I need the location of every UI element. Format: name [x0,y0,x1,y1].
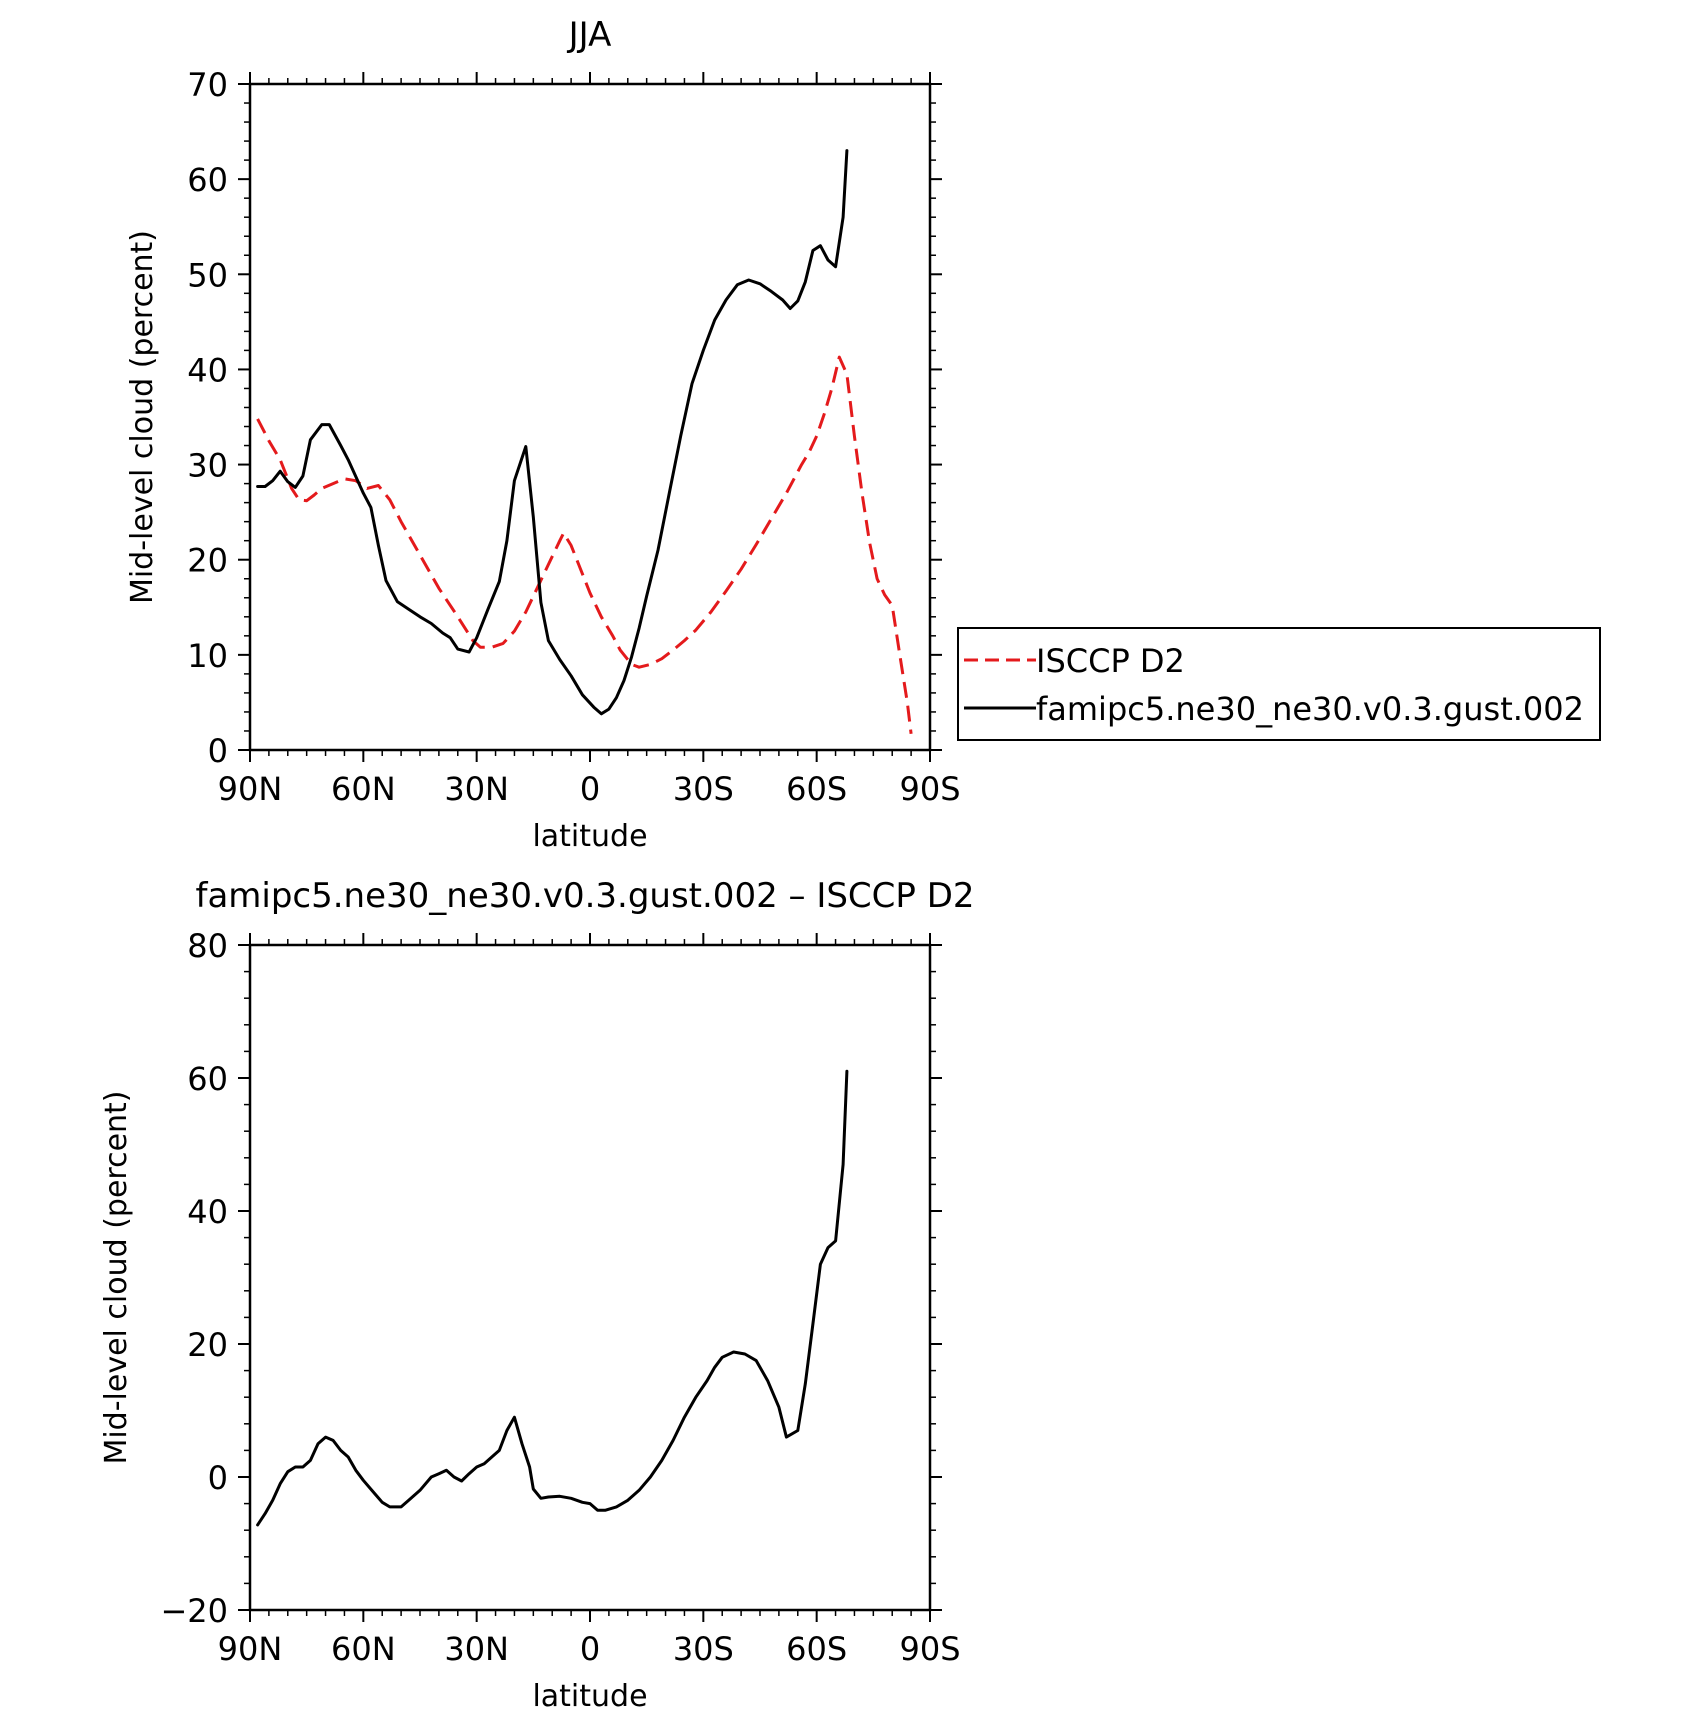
y-axis-label: Mid-level cloud (percent) [99,1090,134,1464]
legend-label-1: ISCCP D2 [1036,642,1185,680]
y-tick-label: 60 [187,1060,228,1098]
y-tick-label: 10 [187,637,228,675]
x-tick-label: 60S [786,1630,847,1668]
series-line-1 [256,1069,849,1527]
x-tick-label: 90N [218,1630,283,1668]
x-tick-label: 90N [218,770,283,808]
x-axis-label: latitude [532,819,647,854]
y-tick-label: 20 [187,1326,228,1364]
y-tick-label: 0 [208,732,228,770]
bottom-panel: famipc5.ne30_ne30.v0.3.gust.002 – ISCCP … [99,876,975,1714]
legend-label-2: famipc5.ne30_ne30.v0.3.gust.002 [1036,690,1584,728]
plot-frame [248,943,932,1612]
y-tick-label: 70 [187,66,228,104]
x-tick-label: 0 [580,1630,600,1668]
x-tick-label: 30N [444,770,509,808]
legend: ISCCP D2 famipc5.ne30_ne30.v0.3.gust.002 [957,627,1601,741]
y-tick-label: 40 [187,1193,228,1231]
x-tick-label: 60N [331,1630,396,1668]
chart-title: famipc5.ne30_ne30.v0.3.gust.002 – ISCCP … [195,876,974,916]
y-tick-label: 0 [208,1459,228,1497]
chart-title: JJA [567,15,612,55]
x-tick-label: 60S [786,770,847,808]
series-line-1 [256,355,913,734]
y-tick-label: −20 [160,1592,228,1630]
y-tick-label: 30 [187,447,228,485]
y-tick-label: 60 [187,161,228,199]
x-tick-label: 30N [444,1630,509,1668]
x-axis-label: latitude [532,1679,647,1714]
y-tick-label: 40 [187,351,228,389]
x-tick-label: 30S [673,770,734,808]
plot-frame [248,82,932,752]
x-tick-label: 60N [331,770,396,808]
y-tick-label: 50 [187,256,228,294]
legend-box [957,627,1601,741]
y-tick-label: 80 [187,927,228,965]
series-line-2 [256,149,849,716]
x-tick-label: 90S [899,1630,960,1668]
x-tick-label: 30S [673,1630,734,1668]
x-tick-label: 90S [899,770,960,808]
y-tick-label: 20 [187,542,228,580]
top-panel: JJA 0 10 20 30 40 50 60 70 90N 60N 30N 0 30S 60S 90S lat… [125,15,961,854]
y-axis-label: Mid-level cloud (percent) [125,230,160,604]
x-tick-label: 0 [580,770,600,808]
